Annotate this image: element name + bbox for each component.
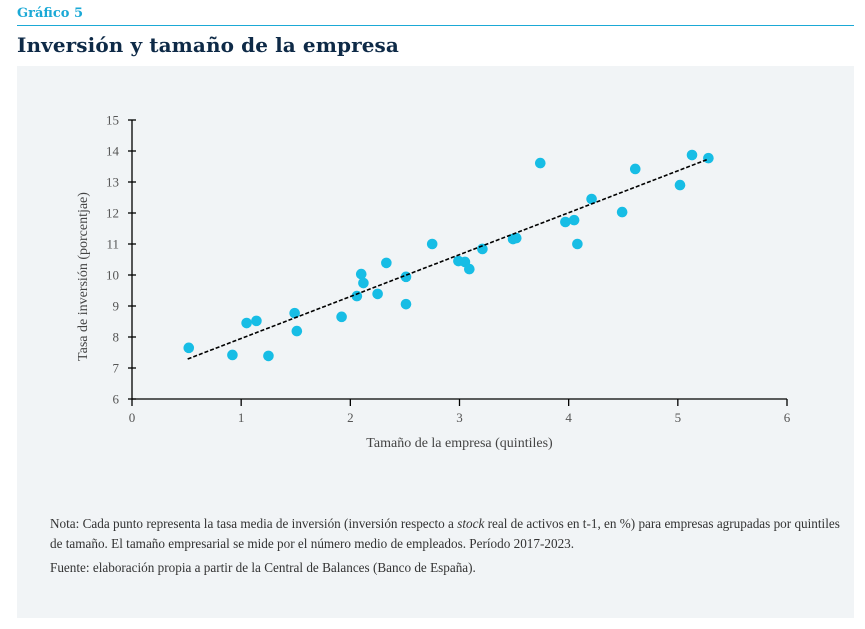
x-axis-ticks: 0 1 2 3 4 5 6 [129, 399, 791, 425]
data-point [358, 277, 369, 289]
x-tick-label: 3 [456, 410, 463, 425]
data-point [289, 307, 300, 319]
data-point [572, 238, 583, 250]
header-divider [17, 25, 854, 26]
y-tick-label: 15 [106, 113, 119, 128]
y-tick-label: 12 [106, 206, 119, 221]
data-point [586, 193, 597, 205]
data-point [263, 350, 274, 362]
chart-number: Gráfico 5 [17, 6, 83, 21]
note-prefix: Nota: Cada punto representa la tasa medi… [50, 516, 458, 531]
data-point [227, 349, 238, 361]
data-point [372, 288, 383, 300]
note-suffix: real de activos en t-1, en %) para empre… [50, 516, 840, 551]
y-tick-label: 7 [113, 361, 120, 376]
data-point [510, 232, 522, 244]
data-point [568, 214, 580, 226]
data-point [629, 163, 641, 175]
y-tick-label: 8 [113, 330, 120, 345]
data-point [336, 311, 347, 323]
source-text: Fuente: elaboración propia a partir de l… [50, 560, 476, 575]
x-tick-label: 1 [238, 410, 245, 425]
x-tick-label: 5 [675, 410, 682, 425]
x-tick-label: 0 [129, 410, 136, 425]
y-tick-label: 10 [106, 268, 119, 283]
data-point [183, 342, 195, 354]
chart-panel [17, 66, 854, 618]
y-tick-label: 9 [113, 299, 120, 314]
data-points [183, 149, 714, 362]
y-tick-label: 13 [106, 175, 119, 190]
data-point [703, 152, 714, 164]
data-point [426, 238, 438, 250]
data-point [686, 149, 698, 161]
data-point [355, 268, 367, 280]
y-tick-label: 11 [106, 237, 119, 252]
note-text: Nota: Cada punto representa la tasa medi… [50, 514, 840, 554]
data-point [251, 315, 262, 327]
x-tick-label: 6 [784, 410, 791, 425]
chart-title: Inversión y tamaño de la empresa [17, 33, 399, 57]
data-point [381, 257, 392, 269]
x-axis-title: Tamaño de la empresa (quintiles) [366, 436, 553, 451]
y-tick-label: 14 [106, 144, 120, 159]
x-tick-label: 4 [565, 410, 572, 425]
data-point [674, 179, 686, 191]
data-point [534, 157, 546, 169]
data-point [241, 317, 252, 329]
x-tick-label: 2 [347, 410, 354, 425]
data-point [400, 298, 412, 310]
y-axis-title: Tasa de inversión (porcentjae) [76, 192, 91, 361]
data-point [464, 263, 475, 275]
note-italic-term: stock [457, 516, 485, 531]
y-tick-label: 6 [113, 392, 120, 407]
chart-notes: Nota: Cada punto representa la tasa medi… [50, 514, 840, 578]
data-point [560, 216, 571, 228]
data-point [291, 325, 303, 337]
trendline [187, 158, 709, 360]
data-point [616, 206, 628, 218]
